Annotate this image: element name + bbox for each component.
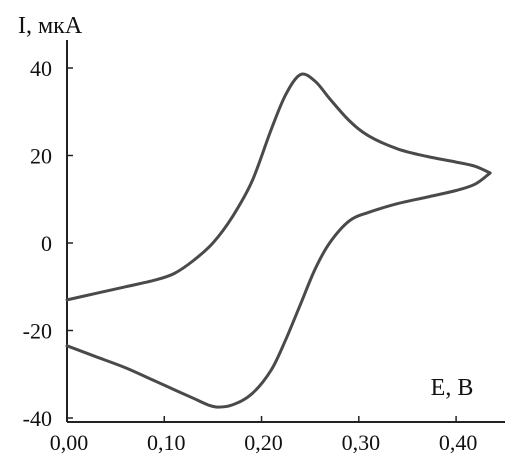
x-tick-label: 0,40 bbox=[439, 430, 478, 455]
y-tick-label: 40 bbox=[30, 56, 52, 81]
x-tick-label: 0,30 bbox=[342, 430, 381, 455]
y-tick-label: 0 bbox=[41, 231, 52, 256]
y-tick-label: 20 bbox=[30, 144, 52, 169]
y-tick-label: -20 bbox=[23, 319, 52, 344]
y-tick-label: -40 bbox=[23, 406, 52, 431]
y-axis-title: I, мкА bbox=[18, 13, 83, 39]
reverse-scan-curve bbox=[65, 171, 492, 409]
ticks: 0,00 0,10 0,20 0,30 0,40 -40 -20 0 20 40 bbox=[23, 56, 478, 455]
x-tick-label: 0,00 bbox=[50, 430, 89, 455]
x-tick-label: 0,20 bbox=[244, 430, 283, 455]
curves bbox=[65, 72, 492, 409]
x-tick-label: 0,10 bbox=[147, 430, 186, 455]
axes bbox=[66, 40, 505, 423]
x-axis-title: E, В bbox=[431, 375, 474, 401]
forward-scan-curve bbox=[65, 72, 492, 302]
